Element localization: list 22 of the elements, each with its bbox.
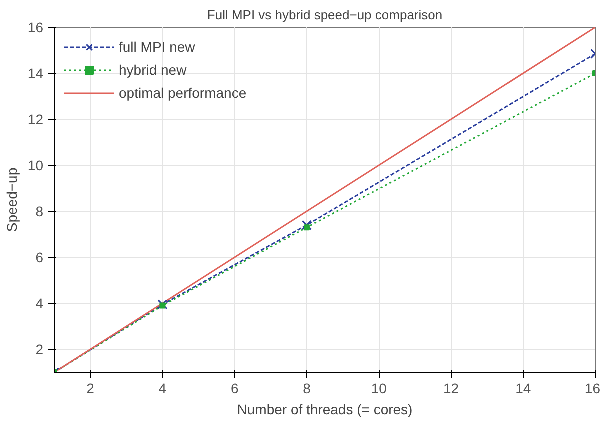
y-tick-label: 14 xyxy=(28,66,44,82)
y-tick-label: 2 xyxy=(36,342,44,358)
y-axis-title: Speed−up xyxy=(4,168,20,232)
y-tick-label: 4 xyxy=(36,296,44,312)
y-tick-label: 8 xyxy=(36,204,44,220)
x-tick-label: 6 xyxy=(230,380,239,396)
x-axis-title: Number of threads (= cores) xyxy=(237,402,413,418)
x-tick-label: 10 xyxy=(371,380,388,396)
x-tick-label: 8 xyxy=(303,380,312,396)
y-tick-label: 10 xyxy=(28,158,44,174)
x-tick-label: 12 xyxy=(443,380,460,396)
legend-label: optimal performance xyxy=(119,85,247,101)
x-tick-label: 16 xyxy=(584,380,601,396)
y-tick-label: 6 xyxy=(36,250,44,266)
legend-label: hybrid new xyxy=(119,62,187,78)
y-tick-label: 16 xyxy=(28,20,44,36)
legend-label: full MPI new xyxy=(119,39,196,55)
chart-title: Full MPI vs hybrid speed−up comparison xyxy=(207,8,443,22)
x-tick-label: 14 xyxy=(516,380,532,396)
y-tick-label: 12 xyxy=(28,112,44,128)
x-tick-label: 4 xyxy=(158,380,167,396)
x-tick-label: 2 xyxy=(86,380,95,396)
